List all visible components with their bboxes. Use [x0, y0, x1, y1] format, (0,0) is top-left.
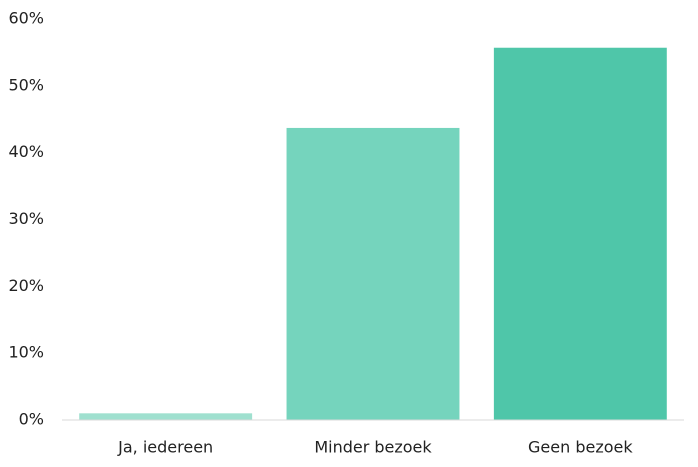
y-tick-label: 40%: [8, 142, 44, 161]
bar: [79, 413, 253, 420]
bar: [493, 47, 667, 420]
y-tick-label: 10%: [8, 343, 44, 362]
x-tick-label: Ja, iedereen: [117, 438, 213, 457]
y-tick-label: 20%: [8, 276, 44, 295]
x-tick-label: Minder bezoek: [314, 438, 432, 457]
x-tick-label: Geen bezoek: [528, 438, 633, 457]
y-tick-label: 30%: [8, 209, 44, 228]
bar: [286, 127, 460, 421]
y-tick-label: 50%: [8, 75, 44, 94]
y-tick-label: 60%: [8, 9, 44, 28]
y-tick-label: 0%: [19, 410, 44, 429]
